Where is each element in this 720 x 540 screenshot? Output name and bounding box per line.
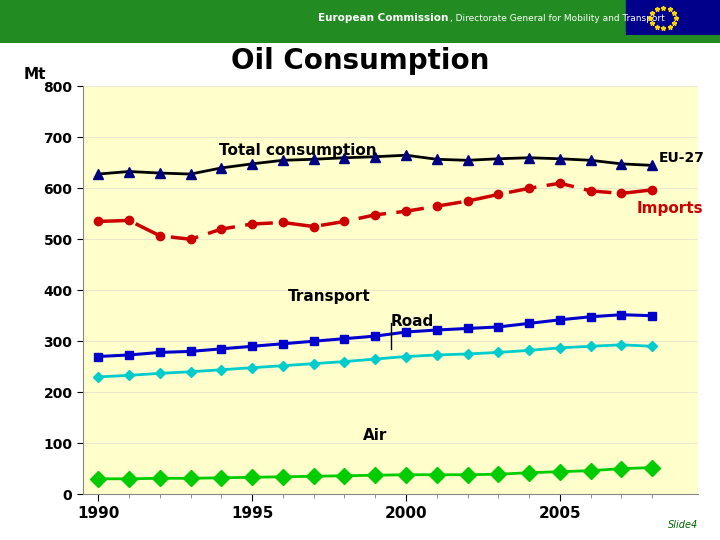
- Text: Transport: Transport: [288, 289, 370, 304]
- Text: , Directorate General for Mobility and Transport: , Directorate General for Mobility and T…: [450, 14, 665, 23]
- Text: Slide4: Slide4: [668, 520, 698, 530]
- Text: Air: Air: [363, 428, 387, 443]
- Text: European Commission: European Commission: [318, 13, 448, 23]
- Text: EU-27: EU-27: [658, 151, 704, 165]
- FancyBboxPatch shape: [11, 84, 709, 521]
- Text: Mt: Mt: [23, 68, 46, 82]
- Text: Total consumption: Total consumption: [220, 143, 377, 158]
- Bar: [626, 0, 720, 35]
- Bar: [0, 0, 626, 35]
- Text: Oil Consumption: Oil Consumption: [231, 47, 489, 75]
- Text: Road: Road: [390, 314, 434, 329]
- Text: Imports: Imports: [637, 201, 703, 216]
